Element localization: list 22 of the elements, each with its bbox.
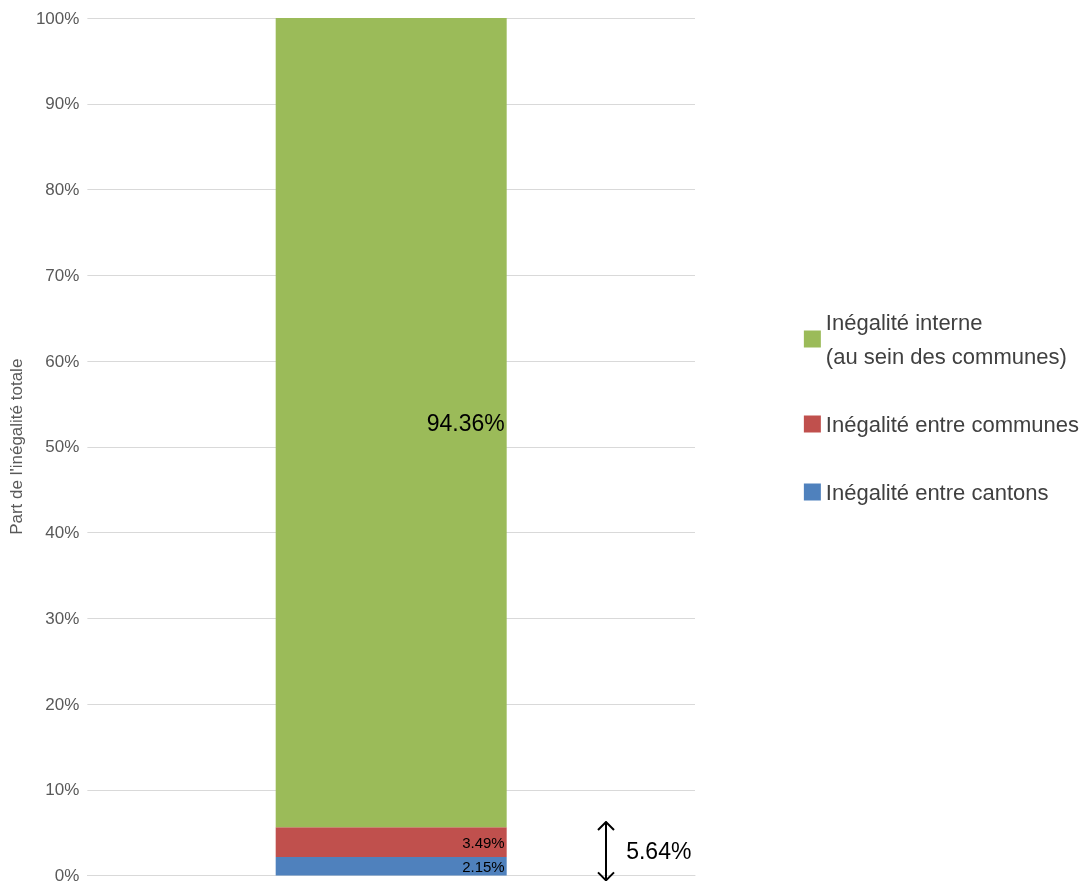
bar (275, 857, 507, 876)
legend-label: Inégalité entre communes (825, 411, 1079, 437)
y-tick-label: 60% (45, 351, 80, 371)
y-tick-label: 50% (45, 437, 80, 457)
data-label: 94.36% (426, 409, 505, 436)
y-tick-label: 40% (45, 523, 80, 542)
bar (275, 827, 507, 858)
y-tick-label: 80% (45, 180, 80, 199)
data-label: 3.49% (462, 833, 505, 851)
y-tick-label: 90% (45, 94, 80, 114)
legend-label: Inégalité interne (au sein des communes) (825, 309, 1067, 369)
y-tick-label: 30% (45, 608, 80, 628)
bar (275, 18, 507, 828)
legend-label: Inégalité entre cantons (825, 479, 1049, 505)
data-label: 2.15% (462, 857, 505, 875)
y-axis-title: Part de l'inégalité totale (7, 358, 26, 535)
y-tick-label: 20% (45, 694, 80, 714)
y-tick-label: 100% (35, 8, 80, 28)
y-tick-label: 10% (45, 780, 80, 800)
y-tick-label: 70% (45, 265, 80, 285)
annotation: 5.64% (626, 838, 692, 866)
y-tick-label: 0% (54, 866, 80, 884)
